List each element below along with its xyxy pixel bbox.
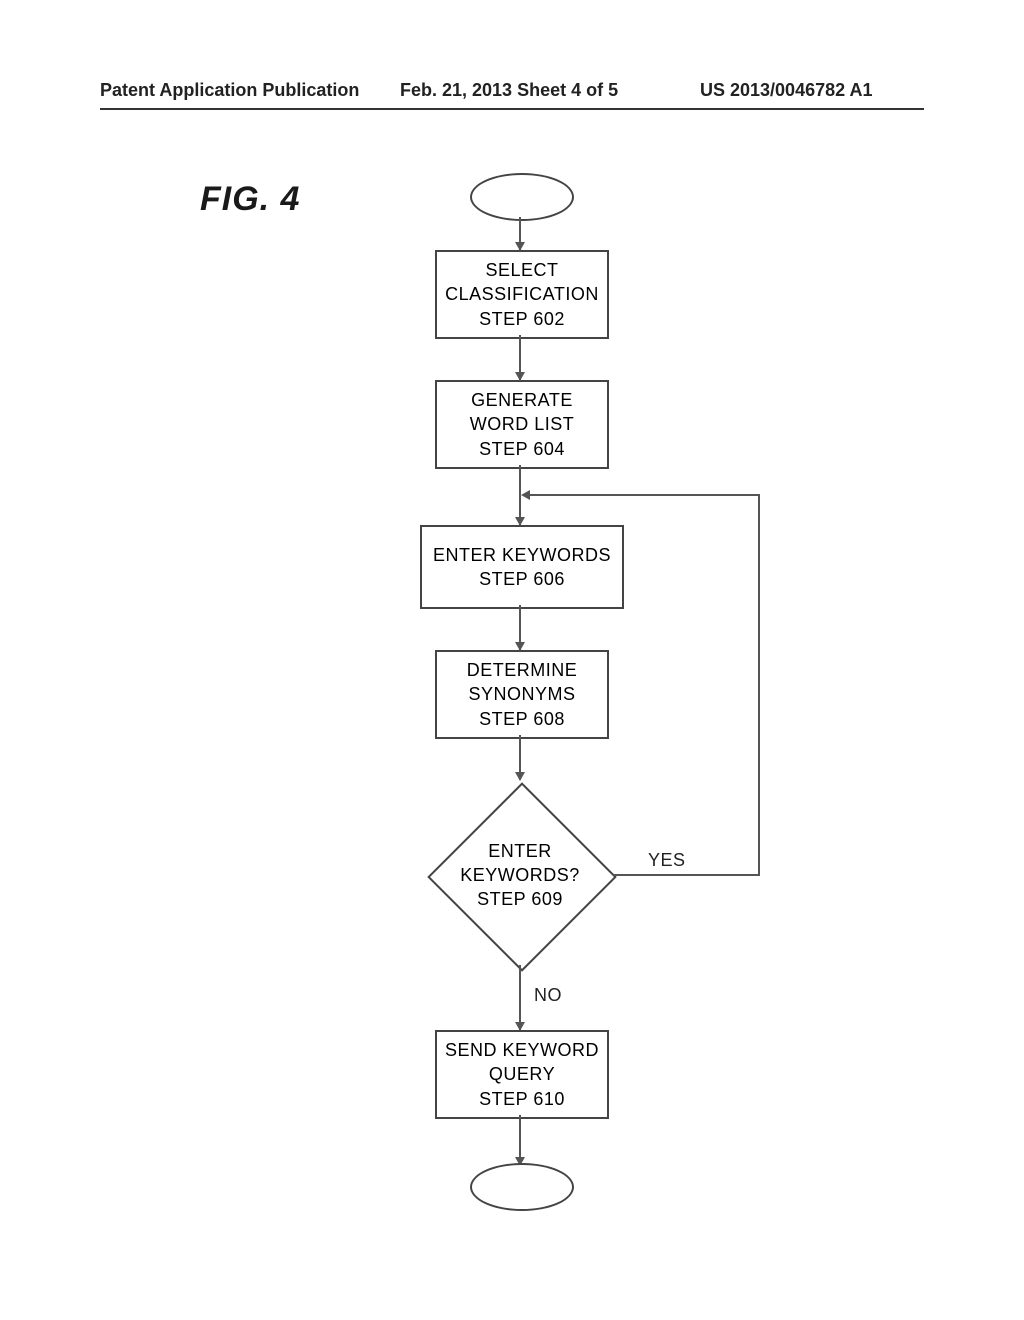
step-604-line3: STEP 604 [479,437,565,461]
header-rule [100,108,924,110]
step-604-generate-word-list: GENERATE WORD LIST STEP 604 [435,380,609,469]
step-602-line1: SELECT [485,258,558,282]
step-606-line1: ENTER KEYWORDS [433,543,611,567]
header-right: US 2013/0046782 A1 [700,80,872,101]
arrow-609-yes [521,490,530,500]
step-609-line3: STEP 609 [477,887,563,911]
figure-label: FIG. 4 [200,180,300,219]
label-no: NO [534,985,562,1006]
step-602-line2: CLASSIFICATION [445,282,599,306]
step-610-line1: SEND KEYWORD [445,1038,599,1062]
step-608-line1: DETERMINE [467,658,578,682]
step-602-line3: STEP 602 [479,307,565,331]
step-608-line2: SYNONYMS [468,682,575,706]
edge-609-no [519,965,521,1030]
header-center: Feb. 21, 2013 Sheet 4 of 5 [400,80,618,101]
step-609-line1: ENTER [488,839,552,863]
flow-start-terminator [470,173,574,221]
step-610-line2: QUERY [489,1062,555,1086]
edge-609-yes-v [758,494,760,876]
step-608-line3: STEP 608 [479,707,565,731]
edge-609-yes-h1 [613,874,760,876]
flow-end-terminator [470,1163,574,1211]
step-604-line1: GENERATE [471,388,573,412]
step-610-send-keyword-query: SEND KEYWORD QUERY STEP 610 [435,1030,609,1119]
step-602-select-classification: SELECT CLASSIFICATION STEP 602 [435,250,609,339]
step-606-enter-keywords: ENTER KEYWORDS STEP 606 [420,525,624,609]
label-yes: YES [648,850,686,871]
diamond-text: ENTER KEYWORDS? STEP 609 [425,780,615,970]
step-606-line2: STEP 606 [479,567,565,591]
header-left: Patent Application Publication [100,80,359,101]
step-609-line2: KEYWORDS? [460,863,580,887]
step-609-decision-enter-keywords: ENTER KEYWORDS? STEP 609 [425,780,615,970]
step-610-line3: STEP 610 [479,1087,565,1111]
step-608-determine-synonyms: DETERMINE SYNONYMS STEP 608 [435,650,609,739]
patent-figure-page: Patent Application Publication Feb. 21, … [0,0,1024,1320]
step-604-line2: WORD LIST [470,412,575,436]
edge-609-yes-h2 [530,494,760,496]
